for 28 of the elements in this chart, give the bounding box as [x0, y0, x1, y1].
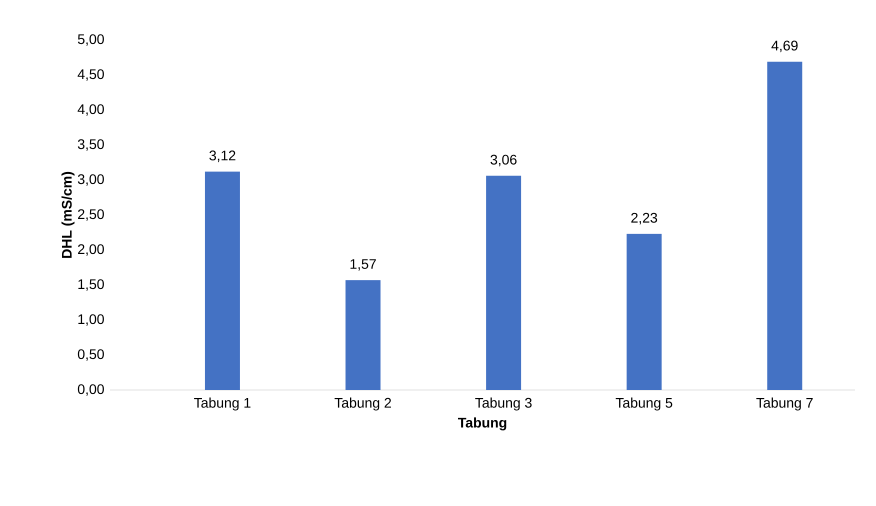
- data-label: 3,12: [209, 150, 236, 162]
- x-tick-label: Tabung 3: [475, 398, 532, 411]
- bar: [346, 280, 381, 390]
- x-tick-label: Tabung 2: [334, 398, 391, 411]
- y-axis-title: DHL (mS/cm): [61, 172, 74, 258]
- y-tick-label: 4,00: [78, 104, 104, 116]
- y-tick-label: 3,00: [78, 174, 104, 186]
- bar: [204, 172, 240, 390]
- y-tick-label: 0,00: [78, 384, 104, 396]
- y-tick-label: 2,50: [78, 209, 104, 221]
- y-tick-label: 3,50: [78, 139, 104, 151]
- x-tick-label: Tabung 1: [194, 398, 250, 411]
- y-tick-label: 4,50: [78, 69, 104, 81]
- x-axis-title: Tabung: [458, 417, 506, 430]
- x-tick-label: Tabung 5: [616, 398, 672, 411]
- y-tick-label: 5,00: [78, 34, 104, 46]
- y-tick-label: 2,00: [78, 244, 104, 256]
- data-label: 2,23: [631, 212, 658, 224]
- data-label: 4,69: [771, 40, 798, 52]
- bar: [626, 234, 662, 390]
- x-tick-label: Tabung 7: [756, 398, 813, 411]
- bar: [767, 62, 802, 390]
- y-tick-label: 0,50: [78, 349, 104, 361]
- y-tick-label: 1,50: [78, 279, 104, 291]
- data-label: 3,06: [490, 154, 517, 166]
- bar: [486, 176, 522, 390]
- data-label: 1,57: [350, 259, 376, 271]
- y-tick-label: 1,00: [78, 314, 104, 326]
